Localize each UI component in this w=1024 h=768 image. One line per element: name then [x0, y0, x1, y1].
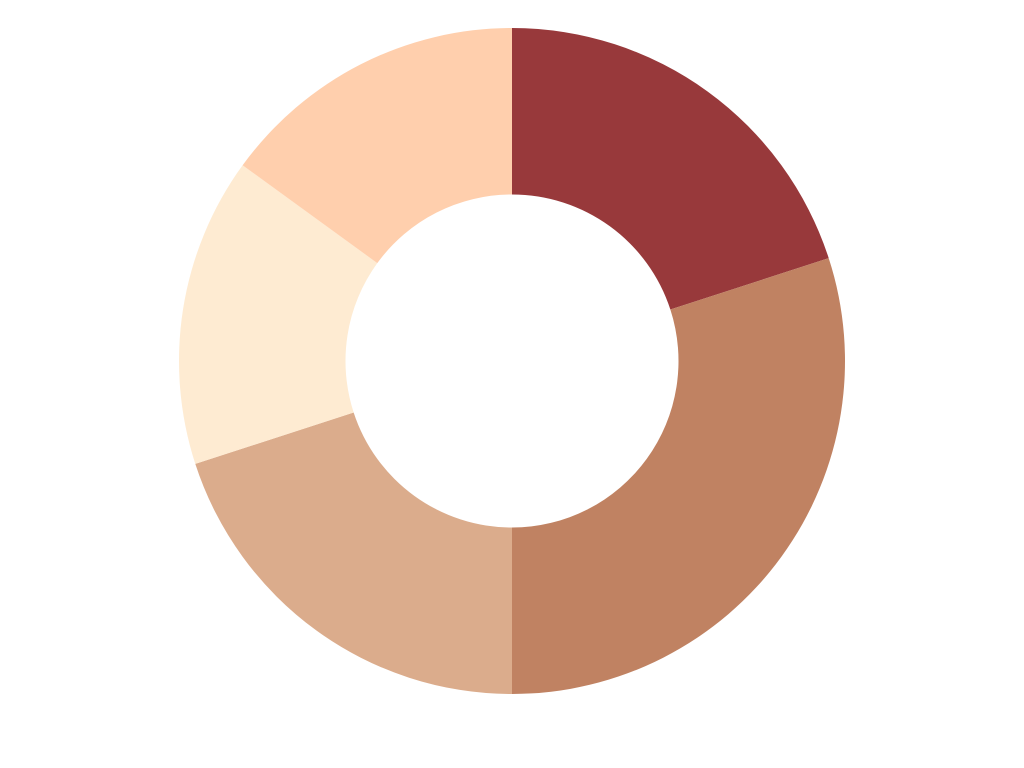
donut-slice-1 — [512, 28, 829, 310]
donut-slice-5 — [242, 28, 512, 264]
donut-slice-4 — [179, 165, 378, 464]
donut-slice-2 — [512, 258, 845, 694]
donut-slice-3 — [195, 412, 512, 694]
donut-slices — [179, 28, 845, 694]
